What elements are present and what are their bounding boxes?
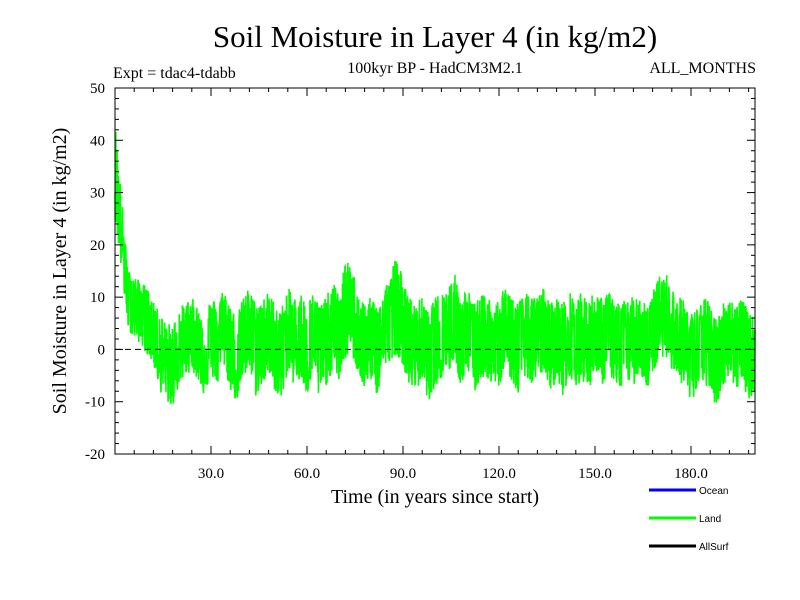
y-axis-label: Soil Moisture in Layer 4 (in kg/m2) xyxy=(49,128,71,415)
y-tick-label: 50 xyxy=(90,81,105,97)
x-tick-label: 30.0 xyxy=(198,466,224,482)
land-series-line xyxy=(114,131,756,404)
y-tick-label: 0 xyxy=(98,342,106,358)
y-tick-label: -10 xyxy=(85,395,105,411)
legend-label-allsurf: AllSurf xyxy=(699,542,729,553)
data-layer xyxy=(114,131,756,404)
x-axis-label: Time (in years since start) xyxy=(331,486,539,508)
plot-area: -20 -10 0 10 20 30 40 50 30.0 60.0 90.0 120.0 150.0 1… xyxy=(85,81,756,482)
x-tick-label: 60.0 xyxy=(294,466,320,482)
x-tick-label: 120.0 xyxy=(482,466,516,482)
legend-label-land: Land xyxy=(699,514,721,525)
y-tick-label: 30 xyxy=(90,186,105,202)
x-tick-label: 90.0 xyxy=(390,466,416,482)
model-label: 100kyr BP - HadCM3M2.1 xyxy=(347,60,522,77)
x-tick-label: 150.0 xyxy=(578,466,612,482)
ticks-layer: -20 -10 0 10 20 30 40 50 30.0 60.0 90.0 120.0 150.0 1… xyxy=(85,81,755,482)
x-tick-label: 180.0 xyxy=(674,466,708,482)
chart-title: Soil Moisture in Layer 4 (in kg/m2) xyxy=(213,19,657,54)
y-tick-label: 10 xyxy=(90,290,105,306)
legend-label-ocean: Ocean xyxy=(699,486,728,497)
experiment-label: Expt = tdac4-tdabb xyxy=(113,65,236,82)
plot-frame xyxy=(114,87,756,455)
months-label: ALL_MONTHS xyxy=(649,60,756,77)
y-tick-label: 40 xyxy=(90,133,105,149)
y-tick-label: 20 xyxy=(90,238,105,254)
legend: Ocean Land AllSurf xyxy=(649,486,729,553)
y-tick-label: -20 xyxy=(85,447,105,463)
